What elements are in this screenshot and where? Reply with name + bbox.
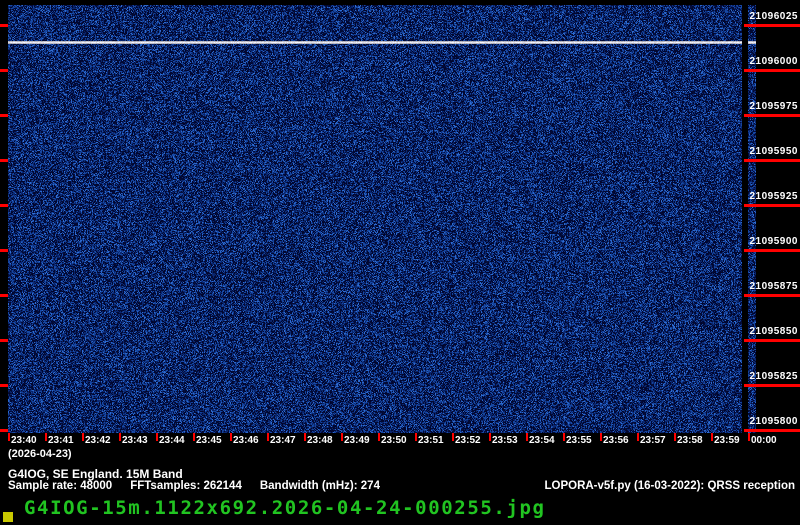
freq-label: 21095800: [750, 416, 799, 427]
time-tick: [452, 433, 454, 441]
time-tick: [304, 433, 306, 441]
freq-tick-left: [0, 339, 8, 342]
freq-label: 21095925: [750, 191, 799, 202]
freq-tick-right: [744, 114, 800, 117]
time-tick: [600, 433, 602, 441]
freq-tick-left: [0, 69, 8, 72]
time-label: 00:00: [751, 435, 777, 446]
time-label: 23:45: [196, 435, 222, 446]
station-info: G4IOG, SE England. 15M Band: [8, 467, 183, 481]
freq-tick-right: [744, 159, 800, 162]
time-label: 23:51: [418, 435, 444, 446]
time-tick: [119, 433, 121, 441]
time-label: 23:56: [603, 435, 629, 446]
time-label: 23:43: [122, 435, 148, 446]
software-info: LOPORA-v5f.py (16-03-2022): QRSS recepti…: [544, 480, 795, 492]
time-label: 23:54: [529, 435, 555, 446]
time-label: 23:41: [48, 435, 74, 446]
freq-label: 21095875: [750, 281, 799, 292]
status-square: [3, 512, 13, 522]
date-label: (2026-04-23): [8, 448, 72, 460]
time-label: 23:50: [381, 435, 407, 446]
freq-tick-right: [744, 249, 800, 252]
time-label: 23:59: [714, 435, 740, 446]
time-label: 23:47: [270, 435, 296, 446]
qrss-grabber-image: 21096025 21096000 21095975 21095950 21095925…: [0, 0, 800, 525]
output-filename: G4IOG-15m.1122x692.2026-04-24-000255.jpg: [24, 497, 546, 519]
time-label: 23:46: [233, 435, 259, 446]
time-label: 23:40: [11, 435, 37, 446]
freq-tick-right: [744, 294, 800, 297]
time-label: 23:55: [566, 435, 592, 446]
time-label: 23:44: [159, 435, 185, 446]
freq-label: 21096000: [750, 56, 799, 67]
freq-label: 21095900: [750, 236, 799, 247]
time-tick: [748, 433, 750, 441]
freq-label: 21095950: [750, 146, 799, 157]
freq-tick-right: [744, 429, 800, 432]
freq-tick-left: [0, 159, 8, 162]
time-tick: [526, 433, 528, 441]
spectrogram-plot: [8, 5, 742, 433]
capture-settings: Sample rate: 48000 FFTsamples: 262144 Band…: [8, 480, 398, 492]
time-tick: [674, 433, 676, 441]
time-tick: [8, 433, 10, 441]
freq-tick-left: [0, 294, 8, 297]
freq-tick-left: [0, 429, 8, 432]
freq-label: 21095825: [750, 371, 799, 382]
fft-samples-label: FFTsamples: 262144: [130, 480, 242, 492]
freq-tick-left: [0, 24, 8, 27]
time-tick: [711, 433, 713, 441]
time-tick: [415, 433, 417, 441]
freq-label: 21095975: [750, 101, 799, 112]
bandwidth-label: Bandwidth (mHz): 274: [260, 480, 380, 492]
freq-label: 21096025: [750, 11, 799, 22]
freq-tick-right: [744, 204, 800, 207]
time-tick: [637, 433, 639, 441]
time-tick: [193, 433, 195, 441]
time-tick: [563, 433, 565, 441]
freq-tick-left: [0, 204, 8, 207]
time-label: 23:48: [307, 435, 333, 446]
time-tick: [45, 433, 47, 441]
time-label: 23:42: [85, 435, 111, 446]
time-label: 23:53: [492, 435, 518, 446]
time-tick: [267, 433, 269, 441]
freq-tick-left: [0, 114, 8, 117]
freq-tick-left: [0, 384, 8, 387]
sample-rate-label: Sample rate: 48000: [8, 480, 112, 492]
time-tick: [378, 433, 380, 441]
time-label: 23:58: [677, 435, 703, 446]
freq-tick-right: [744, 24, 800, 27]
freq-tick-left: [0, 249, 8, 252]
freq-tick-right: [744, 69, 800, 72]
freq-tick-right: [744, 384, 800, 387]
time-tick: [341, 433, 343, 441]
freq-label: 21095850: [750, 326, 799, 337]
time-tick: [489, 433, 491, 441]
freq-tick-right: [744, 339, 800, 342]
time-tick: [82, 433, 84, 441]
time-tick: [156, 433, 158, 441]
time-label: 23:52: [455, 435, 481, 446]
time-tick: [230, 433, 232, 441]
time-label: 23:57: [640, 435, 666, 446]
time-label: 23:49: [344, 435, 370, 446]
